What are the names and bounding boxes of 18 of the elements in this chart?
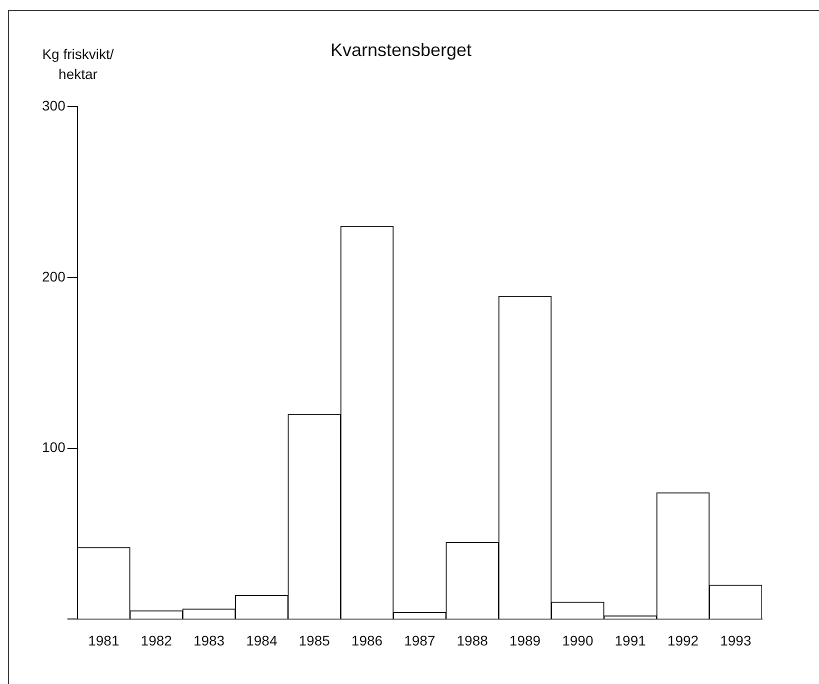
y-tick-label: 100	[42, 439, 66, 456]
x-tick-label: 1983	[193, 632, 225, 648]
y-tick-label: 300	[42, 97, 66, 114]
x-tick-label: 1986	[351, 632, 383, 648]
x-tick-label: 1988	[456, 632, 488, 648]
x-tick-label: 1987	[404, 632, 436, 648]
x-tick-label: 1982	[140, 632, 172, 648]
x-tick-label: 1985	[298, 632, 330, 648]
x-tick-label: 1991	[614, 632, 646, 648]
x-tick-label: 1990	[562, 632, 594, 648]
x-tick-label: 1993	[720, 632, 752, 648]
x-tick-label: 1984	[246, 632, 278, 648]
x-tick-label: 1981	[88, 632, 120, 648]
y-axis-title: Kg friskvikt/hektar	[41, 45, 115, 84]
x-tick-label: 1989	[509, 632, 541, 648]
chart-title: Kvarnstensberget	[330, 40, 472, 60]
y-tick-label: 200	[42, 268, 66, 284]
x-tick-label: 1992	[667, 632, 699, 648]
